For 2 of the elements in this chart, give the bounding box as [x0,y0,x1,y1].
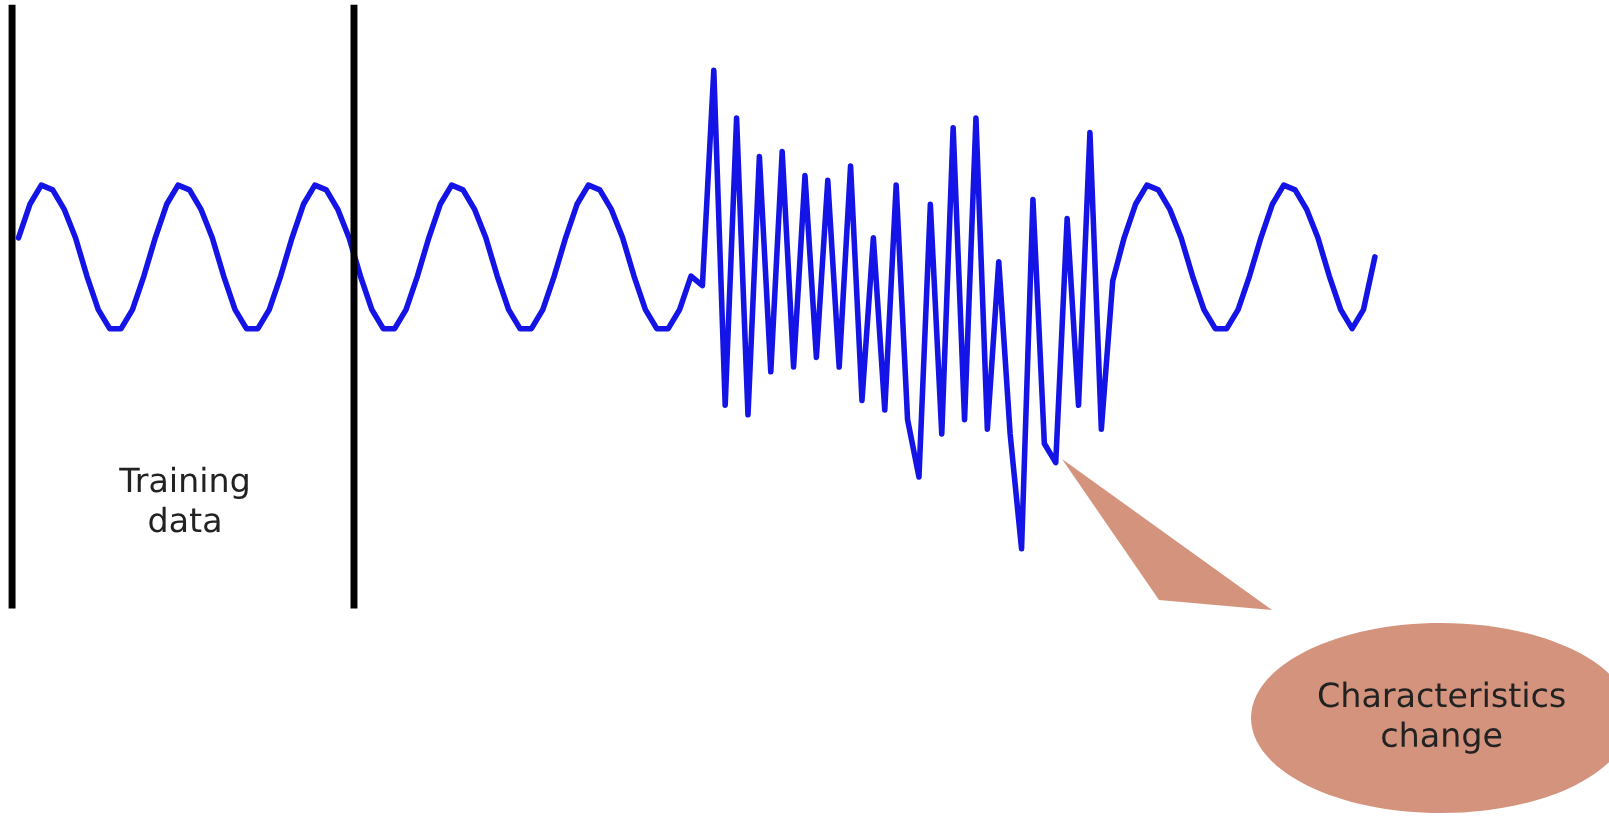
annotation: Training data [119,466,248,533]
text: Characteristics change [1318,681,1565,754]
